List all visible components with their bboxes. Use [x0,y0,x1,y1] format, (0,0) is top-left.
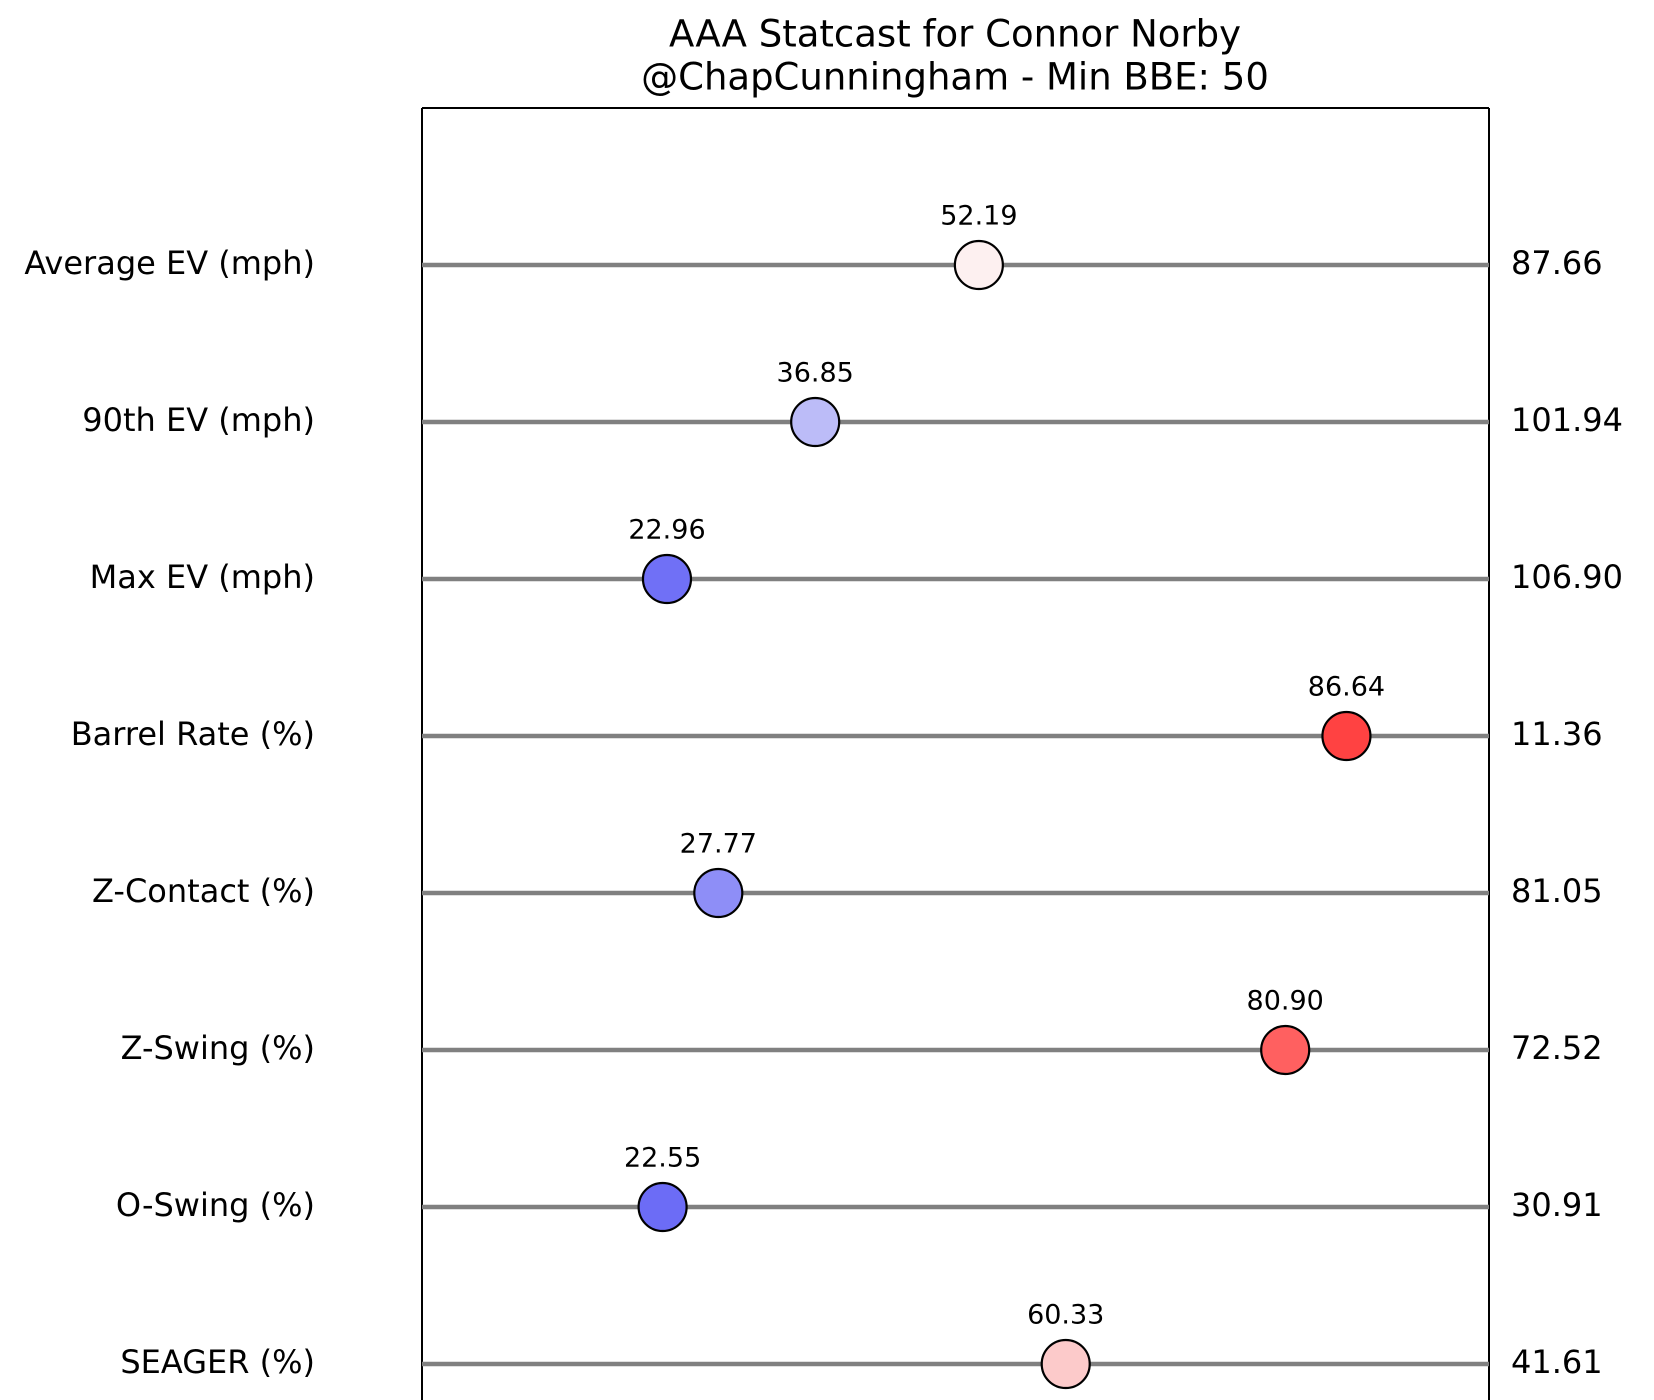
chart-subtitle: @ChapCunningham - Min BBE: 50 [641,56,1269,99]
plot-frame [421,107,1490,1400]
percentile-dot [790,396,841,448]
category-label: O-Swing (%) [116,1186,315,1224]
category-label: SEAGER (%) [120,1343,315,1381]
percentile-dot [1321,710,1372,762]
category-label: Barrel Rate (%) [71,715,315,753]
stat-label: 41.61 [1511,1343,1603,1381]
category-label: Average EV (mph) [24,244,315,282]
category-label: 90th EV (mph) [82,401,315,439]
stat-label: 81.05 [1511,872,1603,910]
chart-title: AAA Statcast for Connor Norby [669,13,1241,56]
percentile-dot [641,553,693,605]
value-label: 80.90 [1247,986,1324,1017]
stat-label: 101.94 [1511,401,1623,439]
stat-label: 11.36 [1511,715,1603,753]
category-label: Z-Contact (%) [92,872,315,910]
category-label: Z-Swing (%) [121,1029,315,1067]
value-label: 22.55 [624,1143,701,1174]
percentile-dot [1260,1024,1311,1076]
value-label: 86.64 [1308,672,1385,703]
value-label: 36.85 [777,358,854,389]
value-label: 60.33 [1027,1300,1104,1331]
stat-label: 87.66 [1511,244,1603,282]
stat-label: 30.91 [1511,1186,1603,1224]
stat-label: 72.52 [1511,1029,1603,1067]
value-label: 27.77 [680,829,757,860]
percentile-dot [693,867,744,919]
stat-label: 106.90 [1511,558,1623,596]
percentile-dot [1040,1338,1091,1390]
category-label: Max EV (mph) [90,558,315,596]
value-label: 22.96 [628,515,705,546]
value-label: 52.19 [940,201,1017,232]
percentile-dot [637,1181,688,1233]
percentile-dot [953,239,1004,291]
